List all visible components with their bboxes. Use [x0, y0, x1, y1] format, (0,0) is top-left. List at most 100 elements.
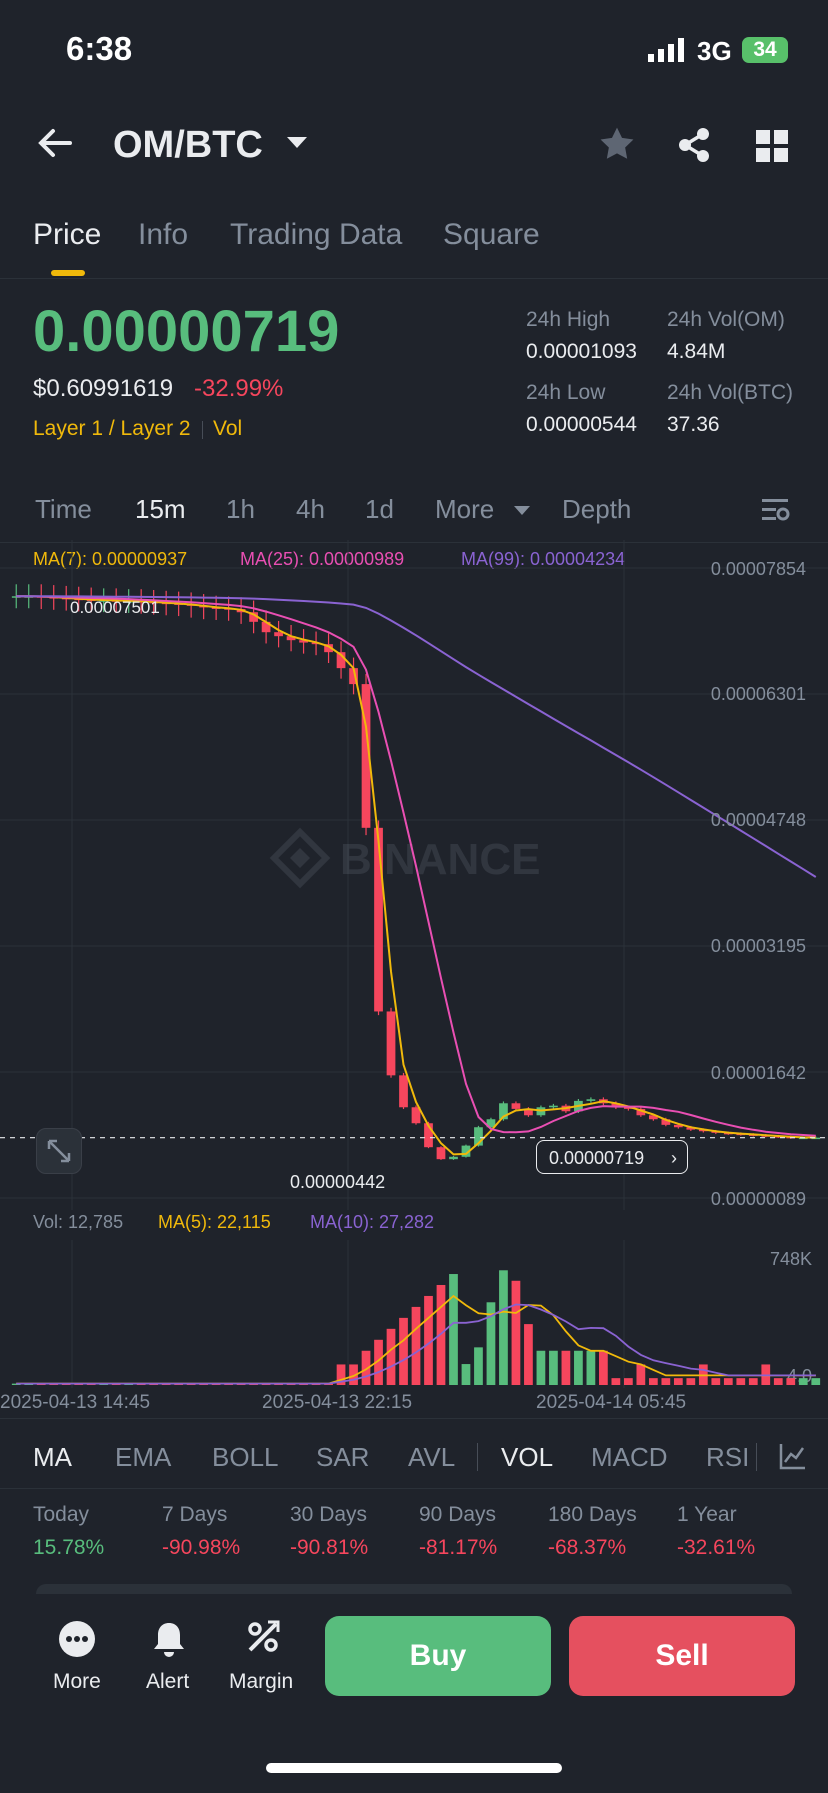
volume-bar: [474, 1347, 483, 1385]
candle: [374, 827, 383, 1012]
svg-text:BINANCE: BINANCE: [340, 835, 540, 884]
buy-button[interactable]: Buy: [325, 1616, 551, 1696]
indicator-avl[interactable]: AVL: [408, 1442, 456, 1472]
volume-bar: [786, 1378, 796, 1385]
timeframe-4h[interactable]: 4h: [296, 494, 325, 524]
perf-value: 15.78%: [33, 1536, 105, 1559]
indicator-ema[interactable]: EMA: [115, 1442, 172, 1472]
chevron-right-icon: ›: [671, 1148, 677, 1168]
ma99-line: [16, 595, 817, 878]
timeframe-more[interactable]: More: [435, 494, 495, 524]
ma25-legend: MA(25): 0.00000989: [240, 549, 405, 569]
candle: [686, 1127, 696, 1130]
expand-chart-button[interactable]: [36, 1128, 82, 1174]
volume-bar: [449, 1274, 458, 1385]
volume-bar: [673, 1378, 683, 1385]
indicator-macd[interactable]: MACD: [591, 1442, 668, 1472]
chart-settings-icon[interactable]: [762, 496, 790, 529]
price-axis-label: 0.00006301: [710, 684, 806, 704]
volume-bar: [686, 1378, 696, 1385]
sell-button[interactable]: Sell: [569, 1616, 795, 1696]
candle: [336, 652, 346, 669]
divider: [0, 1418, 828, 1419]
volume-bar: [336, 1364, 346, 1385]
ma7-line: [16, 595, 816, 1156]
timeframe-depth[interactable]: Depth: [562, 494, 632, 524]
indicator-boll[interactable]: BOLL: [212, 1442, 279, 1472]
more-caret-icon[interactable]: [514, 503, 530, 521]
perf-value: -81.17%: [419, 1536, 498, 1559]
high-value: 0.00001093: [526, 340, 637, 363]
volume-bar: [736, 1378, 746, 1385]
margin-icon[interactable]: [246, 1620, 280, 1659]
margin-label[interactable]: Margin: [229, 1670, 294, 1693]
indicator-ma[interactable]: MA: [33, 1442, 72, 1472]
vol-tag[interactable]: Vol: [213, 417, 243, 440]
candle: [673, 1124, 683, 1128]
star-icon[interactable]: [598, 126, 636, 167]
perf-label: 30 Days: [290, 1503, 368, 1526]
perf-value: -90.98%: [162, 1536, 241, 1559]
active-tab-indicator: [51, 270, 85, 276]
pair-title[interactable]: OM/BTC: [113, 124, 263, 166]
perf-label: 7 Days: [162, 1503, 228, 1526]
volume-bar: [424, 1295, 433, 1385]
indicator-settings-icon[interactable]: [779, 1442, 807, 1475]
vol-om-label: 24h Vol(OM): [667, 308, 785, 331]
more-icon[interactable]: [59, 1621, 95, 1657]
perf-label: Today: [33, 1503, 90, 1526]
tab-price[interactable]: Price: [33, 218, 102, 251]
divider: [0, 278, 828, 279]
timeframe-1h[interactable]: 1h: [226, 494, 255, 524]
volume-bar: [798, 1378, 808, 1385]
scroll-hint: [36, 1584, 792, 1594]
indicator-rsi[interactable]: RSI: [706, 1442, 750, 1472]
more-label[interactable]: More: [53, 1670, 101, 1693]
tab-trading-data[interactable]: Trading Data: [230, 218, 403, 251]
indicator-sar[interactable]: SAR: [316, 1442, 370, 1472]
candle: [124, 601, 134, 603]
timeframe-15m[interactable]: 15m: [135, 494, 186, 524]
candle: [511, 1103, 521, 1109]
timeframe-time[interactable]: Time: [35, 494, 92, 524]
candle: [486, 1119, 496, 1128]
volume-bar: [574, 1350, 583, 1385]
candle: [586, 1099, 596, 1101]
vol-btc-value: 37.36: [667, 413, 720, 436]
perf-value: -90.81%: [290, 1536, 369, 1559]
volume-bar: [586, 1350, 596, 1385]
vol-ma10-line: [16, 1303, 816, 1385]
candle: [324, 644, 333, 653]
grid-icon[interactable]: [756, 130, 788, 167]
indicator-vol[interactable]: VOL: [501, 1442, 554, 1472]
volume-bar: [773, 1378, 783, 1385]
volume-bar: [648, 1378, 658, 1385]
indicator-separator: [477, 1443, 478, 1471]
perf-label: 1 Year: [677, 1503, 737, 1526]
candle: [499, 1103, 508, 1120]
vol-btc-label: 24h Vol(BTC): [667, 381, 794, 404]
signal-icon: [648, 38, 690, 67]
dropdown-caret-icon[interactable]: [286, 136, 308, 155]
alert-label[interactable]: Alert: [146, 1670, 190, 1693]
volume-bar: [661, 1378, 671, 1385]
timeframe-1d[interactable]: 1d: [365, 494, 394, 524]
bell-icon[interactable]: [151, 1620, 187, 1663]
candle: [261, 621, 271, 633]
share-icon[interactable]: [676, 126, 712, 169]
price-axis-label: 0.00004748: [710, 810, 806, 830]
category-tag[interactable]: Layer 1 / Layer 2: [33, 417, 191, 440]
tab-info[interactable]: Info: [138, 218, 189, 251]
indicator-separator: [756, 1443, 757, 1471]
current-price-box[interactable]: 0.00000719 ›: [536, 1140, 688, 1174]
ma25-line: [16, 595, 816, 1137]
low-value: 0.00000544: [526, 413, 637, 436]
time-axis-label: 2025-04-13 22:15: [262, 1392, 413, 1413]
divider: [0, 1488, 828, 1489]
status-time: 6:38: [66, 30, 133, 67]
back-arrow-icon[interactable]: [36, 124, 74, 167]
volume-bar: [486, 1302, 496, 1385]
volume-chart[interactable]: [0, 1240, 828, 1388]
tab-square[interactable]: Square: [443, 218, 540, 251]
price-chart[interactable]: BINANCE: [0, 540, 828, 1210]
